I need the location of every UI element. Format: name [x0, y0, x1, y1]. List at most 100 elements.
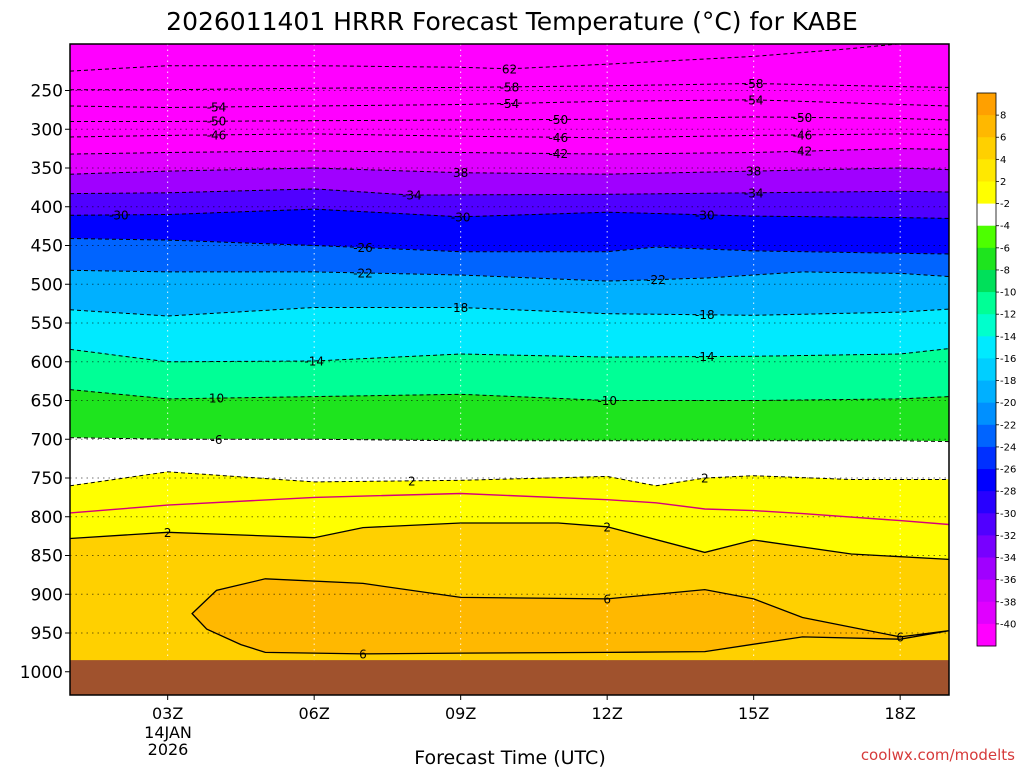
contour-label: -42 — [793, 145, 813, 159]
colorbar-label: 2 — [1000, 177, 1006, 188]
temperature-band — [70, 307, 949, 363]
contour-label: 2 — [701, 472, 709, 486]
y-tick-label: 1000 — [20, 663, 63, 683]
y-axis: 250 300 350 400 450 500 550 600 650 700 750 800 850 9… — [20, 82, 70, 683]
x-tick-label: 06Z — [299, 704, 330, 723]
colorbar-label: -22 — [1000, 420, 1016, 431]
contour-label: 6 — [603, 592, 611, 606]
x-axis: 03Z 06Z 09Z 12Z 15Z 18Z — [152, 695, 916, 723]
colorbar-swatch — [977, 358, 996, 381]
colorbar-swatch — [977, 579, 996, 603]
colorbar-label: 8 — [1000, 111, 1006, 122]
colorbar-label: -8 — [1000, 265, 1010, 276]
isotherm-line — [70, 269, 949, 282]
contour-label: -18 — [695, 308, 715, 322]
colorbar-swatch — [977, 380, 996, 404]
colorbar-swatch — [977, 247, 996, 271]
colorbar-label: -24 — [1000, 442, 1016, 453]
contour-label: 6 — [896, 630, 904, 644]
contour-label: -54 — [744, 93, 764, 107]
y-tick-label: 350 — [31, 159, 63, 179]
colorbar-label: -10 — [1000, 288, 1016, 299]
ground-layer — [70, 660, 949, 695]
isotherm-line — [70, 348, 949, 363]
contour-label: -14 — [695, 350, 715, 364]
colorbar-label: -6 — [1000, 243, 1010, 254]
contour-label: -6 — [211, 433, 223, 447]
contour-label: -50 — [793, 111, 813, 125]
colorbar-swatch — [977, 557, 996, 581]
closed-isotherm-line — [191, 578, 949, 655]
colorbar-swatch — [977, 424, 996, 448]
colorbar-swatch — [977, 181, 996, 204]
contour-label: -50 — [549, 113, 569, 127]
colorbar-label: -30 — [1000, 509, 1016, 520]
contour-label: -10 — [597, 394, 617, 408]
y-tick-label: 600 — [31, 353, 63, 373]
y-tick-label: 800 — [31, 508, 63, 528]
isotherm-line — [70, 522, 949, 561]
colorbar-swatch — [977, 203, 996, 227]
y-tick-label: 550 — [31, 314, 63, 334]
contour-label: 2 — [603, 520, 611, 534]
contour-label: 18 — [453, 301, 468, 315]
colorbar-label: -2 — [1000, 199, 1010, 210]
isotherm-line — [70, 307, 949, 317]
contour-label: 2 — [164, 526, 172, 540]
contour-label: 38 — [746, 165, 761, 179]
isotherm-line — [70, 82, 949, 91]
contour-label: -54 — [500, 97, 520, 111]
colorbar-swatch — [977, 314, 996, 337]
x-tick-label: 09Z — [445, 704, 476, 723]
colorbar-swatch — [977, 601, 996, 625]
credit-link[interactable]: coolwx.com/modelts — [861, 746, 1015, 764]
colorbar-swatch — [977, 623, 996, 647]
contour-label: -46 — [793, 128, 813, 142]
contour-label: -42 — [549, 147, 569, 161]
colorbar-label: -38 — [1000, 597, 1016, 608]
freezing-line — [70, 492, 949, 526]
colorbar-swatch — [977, 93, 996, 116]
y-tick-label: 400 — [31, 198, 63, 218]
colorbar-label: -16 — [1000, 354, 1016, 365]
y-tick-label: 900 — [31, 585, 63, 605]
x-date-day: 14JAN — [144, 723, 192, 742]
isotherm-line — [70, 389, 949, 401]
y-tick-label: 500 — [31, 275, 63, 295]
x-tick-label: 15Z — [738, 704, 769, 723]
isotherm-line — [70, 208, 949, 219]
isotherm-line — [70, 437, 949, 443]
colorbar-swatch — [977, 402, 996, 426]
colorbar-swatch — [977, 513, 996, 536]
contour-label: -30 — [695, 208, 715, 222]
colorbar-swatch — [977, 292, 996, 315]
colorbar-label: -36 — [1000, 575, 1016, 586]
colorbar-swatch — [977, 269, 996, 293]
x-tick-label: 18Z — [885, 704, 916, 723]
temperature-bands — [70, 44, 949, 695]
colorbar-label: -32 — [1000, 531, 1016, 542]
isotherm-line — [70, 167, 949, 175]
contour-label: -34 — [402, 189, 422, 203]
contour-label: -34 — [744, 186, 764, 200]
colorbar-label: 4 — [1000, 155, 1006, 166]
colorbar-swatch — [977, 336, 996, 359]
isotherm-contours: 62-58 -58-54 -54 -54-50 -50 -50-46 -46 -46-42 -4… — [70, 44, 949, 661]
contour-label: 62 — [502, 62, 517, 76]
contour-label: 38 — [453, 166, 468, 180]
x-tick-label: 03Z — [152, 704, 183, 723]
isotherm-line — [70, 188, 949, 196]
contour-label: -30 — [451, 210, 471, 224]
x-date-year: 2026 — [148, 740, 189, 759]
isotherm-line — [70, 116, 949, 122]
colorbar-label: -26 — [1000, 465, 1016, 476]
y-tick-label: 650 — [31, 392, 63, 412]
colorbar-label: -4 — [1000, 221, 1010, 232]
colorbar-swatch — [977, 159, 996, 182]
contour-label: -58 — [500, 80, 520, 94]
y-tick-label: 450 — [31, 237, 63, 257]
y-tick-label: 250 — [31, 82, 63, 102]
colorbar-swatch — [977, 446, 996, 470]
x-tick-label: 12Z — [592, 704, 623, 723]
contour-label: -54 — [207, 101, 227, 115]
